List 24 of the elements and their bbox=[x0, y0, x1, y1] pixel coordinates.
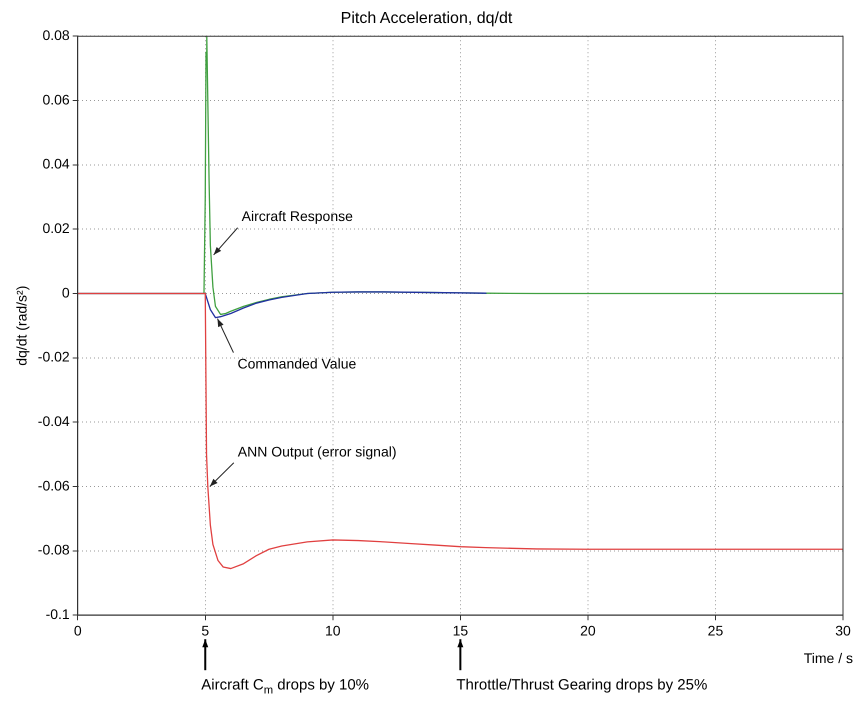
x-tick-label: 5 bbox=[201, 622, 210, 638]
x-tick-label: 30 bbox=[835, 622, 851, 638]
y-tick-label: -0.08 bbox=[38, 542, 70, 558]
annotation: Commanded Value bbox=[237, 355, 356, 372]
y-tick-label: -0.02 bbox=[38, 348, 70, 365]
x-tick-label: 0 bbox=[74, 622, 82, 638]
y-tick-label: 0.02 bbox=[42, 220, 70, 236]
y-tick-label: -0.04 bbox=[38, 413, 70, 430]
y-tick-label: 0 bbox=[62, 284, 70, 300]
y-axis-title: dq/dt (rad/s²) bbox=[13, 286, 30, 366]
y-tick-label: -0.06 bbox=[38, 477, 70, 494]
x-tick-label: 25 bbox=[708, 622, 724, 638]
y-tick-label: -0.1 bbox=[46, 606, 70, 622]
text: Throttle/Thrust Gearing drops by 25% bbox=[456, 676, 708, 694]
chart-title: Pitch Acceleration, dq/dt bbox=[340, 10, 513, 28]
annotation: Aircraft Response bbox=[242, 208, 354, 224]
x-tick-label: 20 bbox=[580, 622, 596, 638]
annotation: ANN Output (error signal) bbox=[238, 443, 397, 460]
y-tick-label: 0.08 bbox=[42, 27, 70, 44]
x-tick-label: 10 bbox=[325, 622, 341, 638]
x-axis-title: Time / s bbox=[804, 650, 853, 666]
y-tick-label: 0.04 bbox=[42, 156, 70, 172]
y-tick-label: 0.06 bbox=[42, 91, 70, 108]
x-tick-label: 15 bbox=[452, 622, 468, 638]
